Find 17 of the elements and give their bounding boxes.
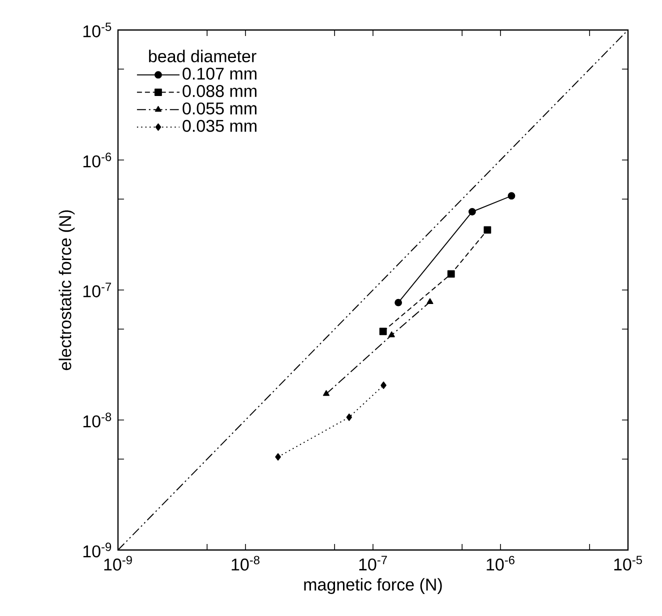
x-tick-label: 10$^{-6}$ xyxy=(486,556,514,571)
legend-label: 0.088 mm xyxy=(182,85,256,98)
legend-label: 0.035 mm xyxy=(182,120,256,132)
y-tick-label: 10$^{-7}$ xyxy=(83,282,112,298)
y-tick-label: 10$^{-5}$ xyxy=(83,22,112,38)
y-axis-title: electrostatic force (N) xyxy=(58,210,75,370)
y-tick-label: 10$^{-6}$ xyxy=(83,152,112,168)
y-tick-label: 10$^{-9}$ xyxy=(83,542,112,558)
legend-title: bead diameter xyxy=(149,50,256,62)
x-tick-label: 10$^{-5}$ xyxy=(614,556,642,570)
legend-label: 0.107 mm xyxy=(182,68,256,80)
x-tick-label: 10$^{-9}$ xyxy=(104,556,132,571)
x-tick-label: 10$^{-7}$ xyxy=(359,556,387,570)
y-tick-label: 10$^{-8}$ xyxy=(83,412,112,428)
x-axis-title: magnetic force (N) xyxy=(304,578,442,594)
x-tick-label: 10$^{-8}$ xyxy=(232,556,260,571)
legend-label: 0.055 mm xyxy=(182,102,256,114)
